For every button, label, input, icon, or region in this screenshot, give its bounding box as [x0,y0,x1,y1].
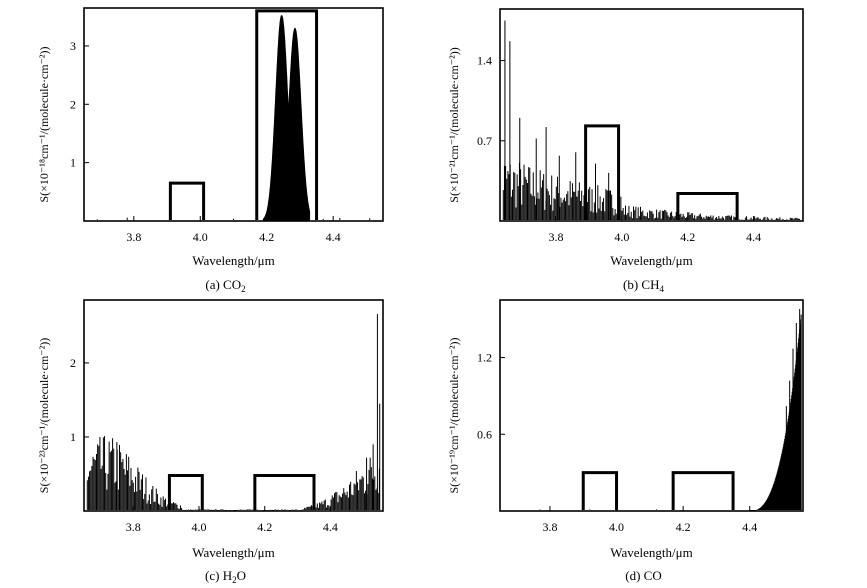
axes-frame [83,7,384,222]
panel-caption: (d) CO [625,568,661,583]
y-tick-label: 0.6 [477,427,492,441]
selection-box-2 [255,9,319,220]
axes-frame [83,299,384,512]
x-tick-label: 4.2 [259,230,274,244]
co2-band-peaks [262,14,311,221]
x-tick-label: 4.0 [614,230,629,244]
spectrum-lines [502,20,801,221]
y-axis-label: S(×10⁻¹⁸cm⁻¹/(molecule·cm⁻²)) [37,46,51,202]
x-axis-label: Wavelength/μm [192,545,274,560]
x-tick-label: 4.2 [680,230,695,244]
y-tick-label: 1 [70,156,76,170]
y-tick-label: 1.2 [477,351,492,365]
x-tick-label: 4.2 [676,520,691,534]
y-axis-label: S(×10⁻²³cm⁻¹/(molecule·cm⁻²)) [37,338,51,493]
x-tick-label: 4.0 [193,230,208,244]
spectrum-lines [96,14,371,221]
caption-tail: O [237,568,246,583]
x-tick-label: 4.4 [742,520,757,534]
y-tick-label: 3 [70,39,76,53]
panel-caption: (c) H2O [205,568,246,585]
x-tick-label: 4.4 [323,520,338,534]
panel-4: 3.8 4.0 4.2 4.4 0.6 1.2 Wavelength/μm S(×10⁻¹⁹c… [447,299,804,583]
panel-caption: (b) CH4 [623,277,664,294]
y-tick-label: 1 [70,430,76,444]
x-tick-label: 3.8 [542,520,557,534]
x-tick-label: 4.2 [257,520,272,534]
x-tick-label: 3.8 [548,230,563,244]
x-axis-label: Wavelength/μm [192,253,274,268]
y-axis-label: S(×10⁻¹⁹cm⁻¹/(molecule·cm⁻²)) [447,337,461,493]
panel-2: 3.8 4.0 4.2 4.4 0.7 1.4 Wavelength/μm S(×10⁻²¹c… [447,8,804,294]
x-axis-label: Wavelength/μm [610,545,692,560]
caption-subscript: 4 [659,284,664,294]
x-tick-label: 4.0 [192,520,207,534]
selection-box-1 [584,124,621,220]
x-tick-label: 4.0 [609,520,624,534]
selection-box-1 [581,471,619,510]
selection-box-2 [671,471,735,510]
y-tick-label: 2 [70,97,76,111]
y-tick-label: 1.4 [477,54,492,68]
x-tick-label: 4.4 [326,230,341,244]
panel-1: 3.8 4.0 4.2 4.4 1 2 3 Wavelength/μm S(×10⁻¹⁸cm⁻¹… [37,7,384,294]
caption-subscript: 2 [232,575,237,585]
caption-subscript: 2 [241,284,246,294]
axes-frame [499,8,804,222]
x-axis-label: Wavelength/μm [610,253,692,268]
axes-frame [499,299,804,512]
selection-box-2 [253,473,316,510]
selection-box-1 [167,473,204,510]
y-tick-label: 2 [70,356,76,370]
panel-3: 3.8 4.0 4.2 4.4 1 2 Wavelength/μm S(×10⁻²³cm⁻¹/… [37,299,384,585]
selection-box-2 [676,191,739,220]
x-tick-label: 4.4 [746,230,761,244]
spectrum-lines [86,314,381,511]
x-tick-label: 3.8 [126,520,141,534]
panel-caption: (a) CO2 [205,277,245,294]
selection-box-1 [168,181,206,220]
spectrum-lines [539,308,802,511]
y-tick-label: 0.7 [477,134,492,148]
x-tick-label: 3.8 [126,230,141,244]
y-axis-label: S(×10⁻²¹cm⁻¹/(molecule·cm⁻²)) [447,47,461,202]
